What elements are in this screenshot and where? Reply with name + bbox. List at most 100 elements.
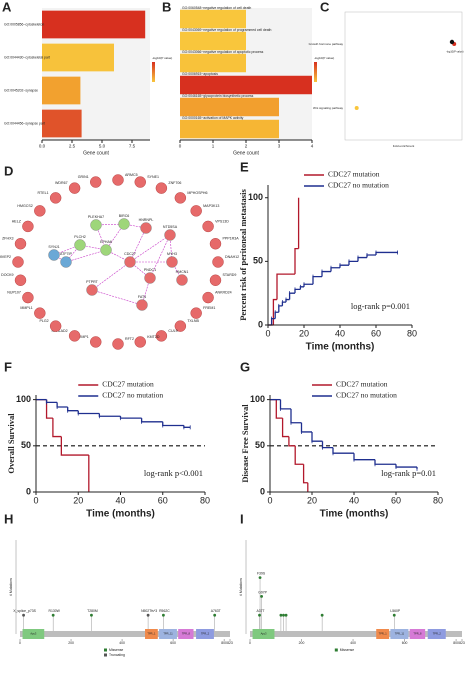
x-tick-label: 20 bbox=[299, 329, 309, 339]
node-label: CUL9 bbox=[168, 329, 177, 333]
legend-title: -log10(P value) bbox=[446, 50, 464, 54]
category-label: Growth hormone pathway bbox=[309, 42, 344, 46]
y-axis-label: # Mutations bbox=[239, 578, 243, 596]
panel-label: I bbox=[240, 511, 244, 526]
x-tick-label: 40 bbox=[335, 329, 345, 339]
x-tick-label: 7.5 bbox=[129, 143, 136, 148]
km-step bbox=[366, 254, 376, 258]
legend-colorbar bbox=[152, 62, 155, 82]
network-node bbox=[190, 205, 202, 217]
network-node bbox=[90, 219, 102, 231]
x-tick-label: 0 bbox=[249, 641, 251, 645]
network-node bbox=[74, 239, 86, 251]
legend-label: Missense bbox=[109, 648, 123, 652]
x-tick-label: 0 bbox=[265, 329, 270, 339]
network-node bbox=[100, 244, 112, 256]
y-axis-label: Overall Survival bbox=[6, 413, 16, 474]
lollipop-head bbox=[320, 613, 324, 617]
km-step bbox=[312, 275, 322, 285]
km-step bbox=[98, 413, 121, 417]
site-label: F39S bbox=[257, 571, 266, 575]
x-axis-label: Fold enrichment bbox=[393, 144, 415, 148]
x-tick-label: 4 bbox=[311, 143, 314, 148]
node-label: PLCH2 bbox=[74, 235, 86, 239]
annotation: log-rank p<0.001 bbox=[144, 468, 203, 478]
legend-label: CDC27 no mutation bbox=[336, 391, 397, 400]
lollipop-head bbox=[213, 613, 217, 617]
bar bbox=[180, 31, 246, 51]
site-label: X_splice_p73S bbox=[13, 609, 36, 613]
bar bbox=[42, 10, 146, 39]
node-label: PLEKHA7 bbox=[88, 215, 104, 219]
x-tick-label: 823 bbox=[459, 641, 465, 645]
km-step bbox=[357, 256, 367, 262]
km-step bbox=[274, 311, 279, 319]
x-tick-label: 2 bbox=[245, 143, 248, 148]
panel-label: C bbox=[320, 0, 330, 14]
legend-label: CDC27 mutation bbox=[328, 170, 380, 179]
network-node bbox=[68, 330, 81, 342]
network-edge bbox=[105, 223, 125, 251]
lollipop-head bbox=[260, 595, 263, 598]
x-tick-label: 0 bbox=[179, 143, 182, 148]
network-node bbox=[166, 256, 178, 268]
lollipop-head bbox=[279, 613, 283, 617]
node-label: ATF7IP bbox=[60, 252, 73, 256]
domain-label: TPR_11 bbox=[395, 632, 405, 636]
legend-label: Missense bbox=[340, 648, 354, 652]
y-tick-label: 0 bbox=[258, 319, 263, 329]
node-label: MYH3 bbox=[167, 252, 177, 256]
network-node bbox=[34, 307, 46, 319]
network-node bbox=[155, 182, 168, 194]
site-label: R562C bbox=[159, 609, 170, 613]
x-axis-label: Gene count bbox=[233, 150, 259, 156]
node-label: SYNE1 bbox=[147, 175, 159, 179]
x-tick-label: 3 bbox=[278, 143, 281, 148]
annotation: log-rank p=0.01 bbox=[381, 468, 436, 478]
lollipop-head bbox=[162, 613, 165, 617]
node-label: HNRNPL bbox=[139, 218, 154, 222]
x-tick-label: 400 bbox=[119, 641, 125, 645]
lollipop-head bbox=[258, 613, 261, 617]
domain-label: TPR_8 bbox=[413, 632, 422, 636]
panel-label: B bbox=[162, 0, 171, 14]
km-step bbox=[162, 421, 184, 427]
panel-label: G bbox=[240, 359, 250, 374]
network-node bbox=[136, 299, 148, 311]
km-step bbox=[288, 292, 295, 300]
domain-label: TPR_2 bbox=[201, 632, 210, 636]
km-step bbox=[272, 298, 277, 325]
bar bbox=[42, 76, 81, 105]
node-label: NTD5SA bbox=[163, 225, 178, 229]
km-step bbox=[374, 459, 396, 465]
legend-label: CDC27 mutation bbox=[336, 380, 388, 389]
km-step bbox=[60, 436, 89, 456]
legend-label: CDC27 no mutation bbox=[328, 181, 389, 190]
node-label: TXLNB bbox=[187, 319, 199, 323]
legend-colorbar bbox=[314, 62, 317, 82]
site-label: A37T bbox=[256, 609, 264, 613]
km-step bbox=[348, 260, 358, 266]
bar bbox=[180, 119, 279, 139]
legend-swatch bbox=[334, 648, 338, 652]
km-step bbox=[285, 298, 290, 303]
node-label: VPS13D bbox=[215, 219, 229, 223]
km-step bbox=[77, 410, 100, 415]
km-step bbox=[302, 464, 308, 484]
network-edge bbox=[91, 289, 143, 306]
network-node bbox=[112, 338, 124, 350]
y-tick-label: 100 bbox=[250, 394, 265, 404]
legend-label: Truncating bbox=[109, 653, 125, 657]
x-axis-label: Time (months) bbox=[86, 509, 155, 520]
node-label: HMCN1 bbox=[176, 270, 189, 274]
km-step bbox=[339, 264, 349, 268]
legend-title: -log10(P value) bbox=[152, 56, 172, 60]
km-step bbox=[45, 399, 53, 419]
domain bbox=[409, 629, 426, 639]
node-label: TIMP1 bbox=[78, 335, 89, 339]
legend-swatch bbox=[104, 653, 107, 657]
km-step bbox=[395, 464, 417, 468]
network-node bbox=[12, 256, 24, 268]
x-tick-label: 0 bbox=[267, 496, 272, 506]
x-tick-label: 823 bbox=[227, 641, 233, 645]
